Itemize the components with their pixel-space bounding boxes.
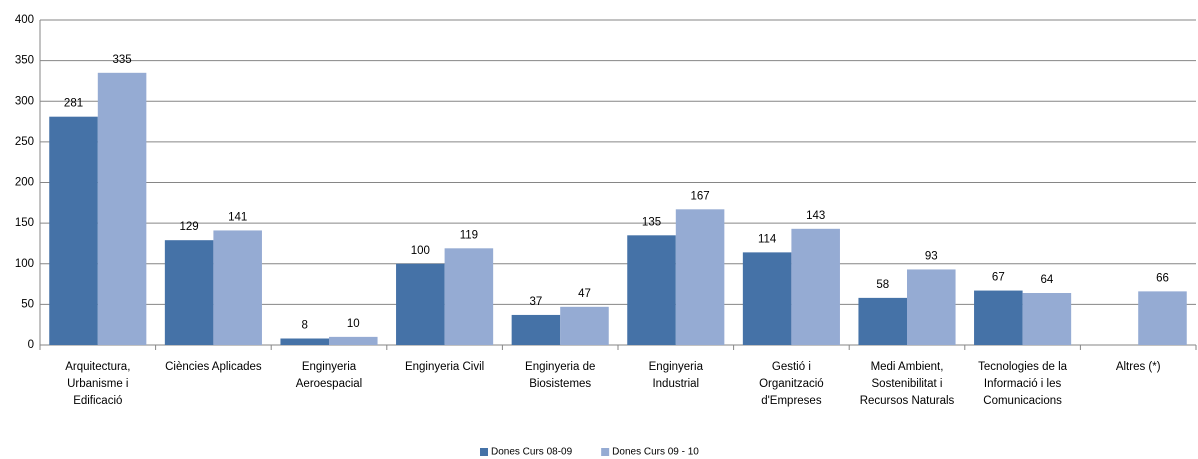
legend-label: Dones Curs 09 - 10 bbox=[612, 447, 699, 458]
bar bbox=[1022, 293, 1072, 345]
bar bbox=[974, 290, 1023, 345]
bar bbox=[791, 228, 840, 345]
value-label: 114 bbox=[758, 233, 777, 245]
bar bbox=[627, 235, 676, 345]
bar bbox=[49, 116, 98, 345]
bar bbox=[280, 338, 329, 345]
bar bbox=[560, 306, 609, 345]
value-label: 64 bbox=[1040, 274, 1053, 286]
value-label: 119 bbox=[460, 229, 478, 241]
value-label: 93 bbox=[925, 250, 938, 262]
y-tick-label: 400 bbox=[15, 14, 34, 26]
bar bbox=[1138, 291, 1187, 345]
x-tick-label: Altres (*) bbox=[1116, 361, 1161, 373]
bar bbox=[396, 263, 445, 345]
x-tick-label: Enginyeria Civil bbox=[405, 361, 484, 373]
value-label: 281 bbox=[64, 98, 83, 110]
legend-label: Dones Curs 08-09 bbox=[491, 447, 573, 458]
y-tick-label: 200 bbox=[15, 177, 34, 189]
bar bbox=[329, 336, 378, 345]
value-label: 58 bbox=[876, 279, 889, 291]
value-label: 8 bbox=[302, 320, 308, 332]
value-label: 100 bbox=[411, 245, 430, 257]
legend-swatch bbox=[480, 448, 488, 456]
x-tick-label: Medi Ambient, Sostenibilitat i Recursos Na… bbox=[860, 361, 955, 407]
x-tick-label: Ciències Aplicades bbox=[165, 361, 262, 373]
x-tick-label: Arquitectura, Urbanisme i Edificació bbox=[65, 361, 130, 407]
x-tick-label: Enginyeria Industrial bbox=[649, 361, 704, 390]
y-tick-label: 150 bbox=[15, 217, 34, 229]
x-tick-label: Enginyeria de Biosistemes bbox=[525, 361, 595, 390]
bar bbox=[97, 72, 147, 345]
y-tick-label: 350 bbox=[15, 55, 34, 67]
bar bbox=[907, 269, 956, 345]
bar bbox=[858, 297, 907, 345]
value-label: 141 bbox=[228, 211, 247, 223]
x-tick-label: Enginyeria Aeroespacial bbox=[296, 361, 362, 390]
value-label: 66 bbox=[1156, 272, 1169, 284]
y-tick-label: 50 bbox=[21, 298, 34, 310]
value-label: 67 bbox=[992, 272, 1005, 284]
legend-swatch bbox=[601, 448, 610, 456]
bar bbox=[444, 248, 494, 345]
bar bbox=[164, 240, 214, 345]
bar bbox=[742, 252, 792, 345]
value-label: 143 bbox=[806, 210, 825, 222]
bar bbox=[511, 314, 561, 345]
value-label: 37 bbox=[530, 296, 543, 308]
value-label: 335 bbox=[112, 54, 131, 66]
value-label: 129 bbox=[180, 221, 199, 233]
value-label: 135 bbox=[642, 216, 661, 228]
value-label: 47 bbox=[578, 288, 591, 300]
x-tick-label: Tecnologies de la Informació i les Comunic… bbox=[978, 361, 1067, 407]
value-label: 167 bbox=[690, 190, 709, 202]
bar bbox=[213, 230, 262, 345]
y-tick-label: 250 bbox=[15, 136, 34, 148]
y-tick-label: 100 bbox=[15, 258, 34, 270]
y-tick-label: 300 bbox=[15, 95, 34, 107]
y-tick-label: 0 bbox=[28, 339, 34, 351]
value-label: 10 bbox=[347, 318, 360, 330]
x-tick-label: Gestió i Organització d'Empreses bbox=[759, 361, 824, 407]
bar bbox=[675, 209, 725, 345]
